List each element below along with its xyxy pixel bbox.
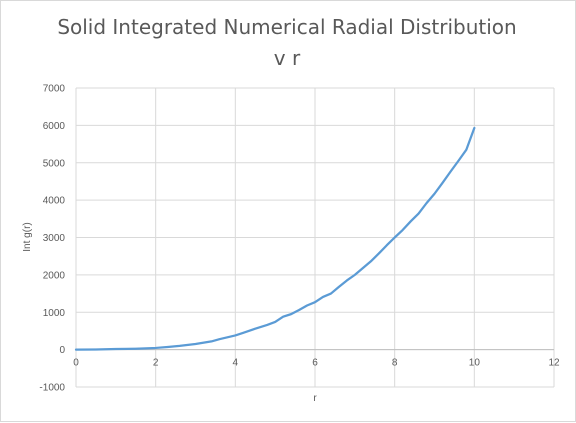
x-tick-label: 2 xyxy=(153,358,159,369)
y-axis-label: Int g(r) xyxy=(22,222,33,251)
y-tick-label: 6000 xyxy=(43,121,66,132)
y-tick-label: 7000 xyxy=(43,84,66,95)
y-tick-label: -1000 xyxy=(39,383,65,394)
chart-title: Solid Integrated Numerical Radial Distri… xyxy=(57,15,516,39)
y-tick-label: 0 xyxy=(59,345,65,356)
y-tick-label: 5000 xyxy=(43,158,66,169)
y-tick-label: 4000 xyxy=(43,196,66,207)
x-tick-label: 6 xyxy=(312,358,318,369)
x-tick-label: 12 xyxy=(548,358,560,369)
x-axis-label: r xyxy=(313,393,317,404)
x-tick-label: 4 xyxy=(233,358,239,369)
y-tick-label: 3000 xyxy=(43,233,66,244)
x-tick-label: 0 xyxy=(73,358,79,369)
gridlines xyxy=(75,87,555,388)
chart-subtitle: v r xyxy=(274,46,301,70)
y-tick-label: 1000 xyxy=(43,308,66,319)
series-line xyxy=(74,126,476,351)
x-tick-label: 8 xyxy=(392,358,398,369)
x-tick-label: 10 xyxy=(469,358,481,369)
tick-labels: 0 2 4 6 8 10 12 -1000 0 1000 2000 3000 4000 5000 6000 7… xyxy=(39,84,560,394)
y-tick-label: 2000 xyxy=(43,270,66,281)
series-group xyxy=(74,126,476,351)
